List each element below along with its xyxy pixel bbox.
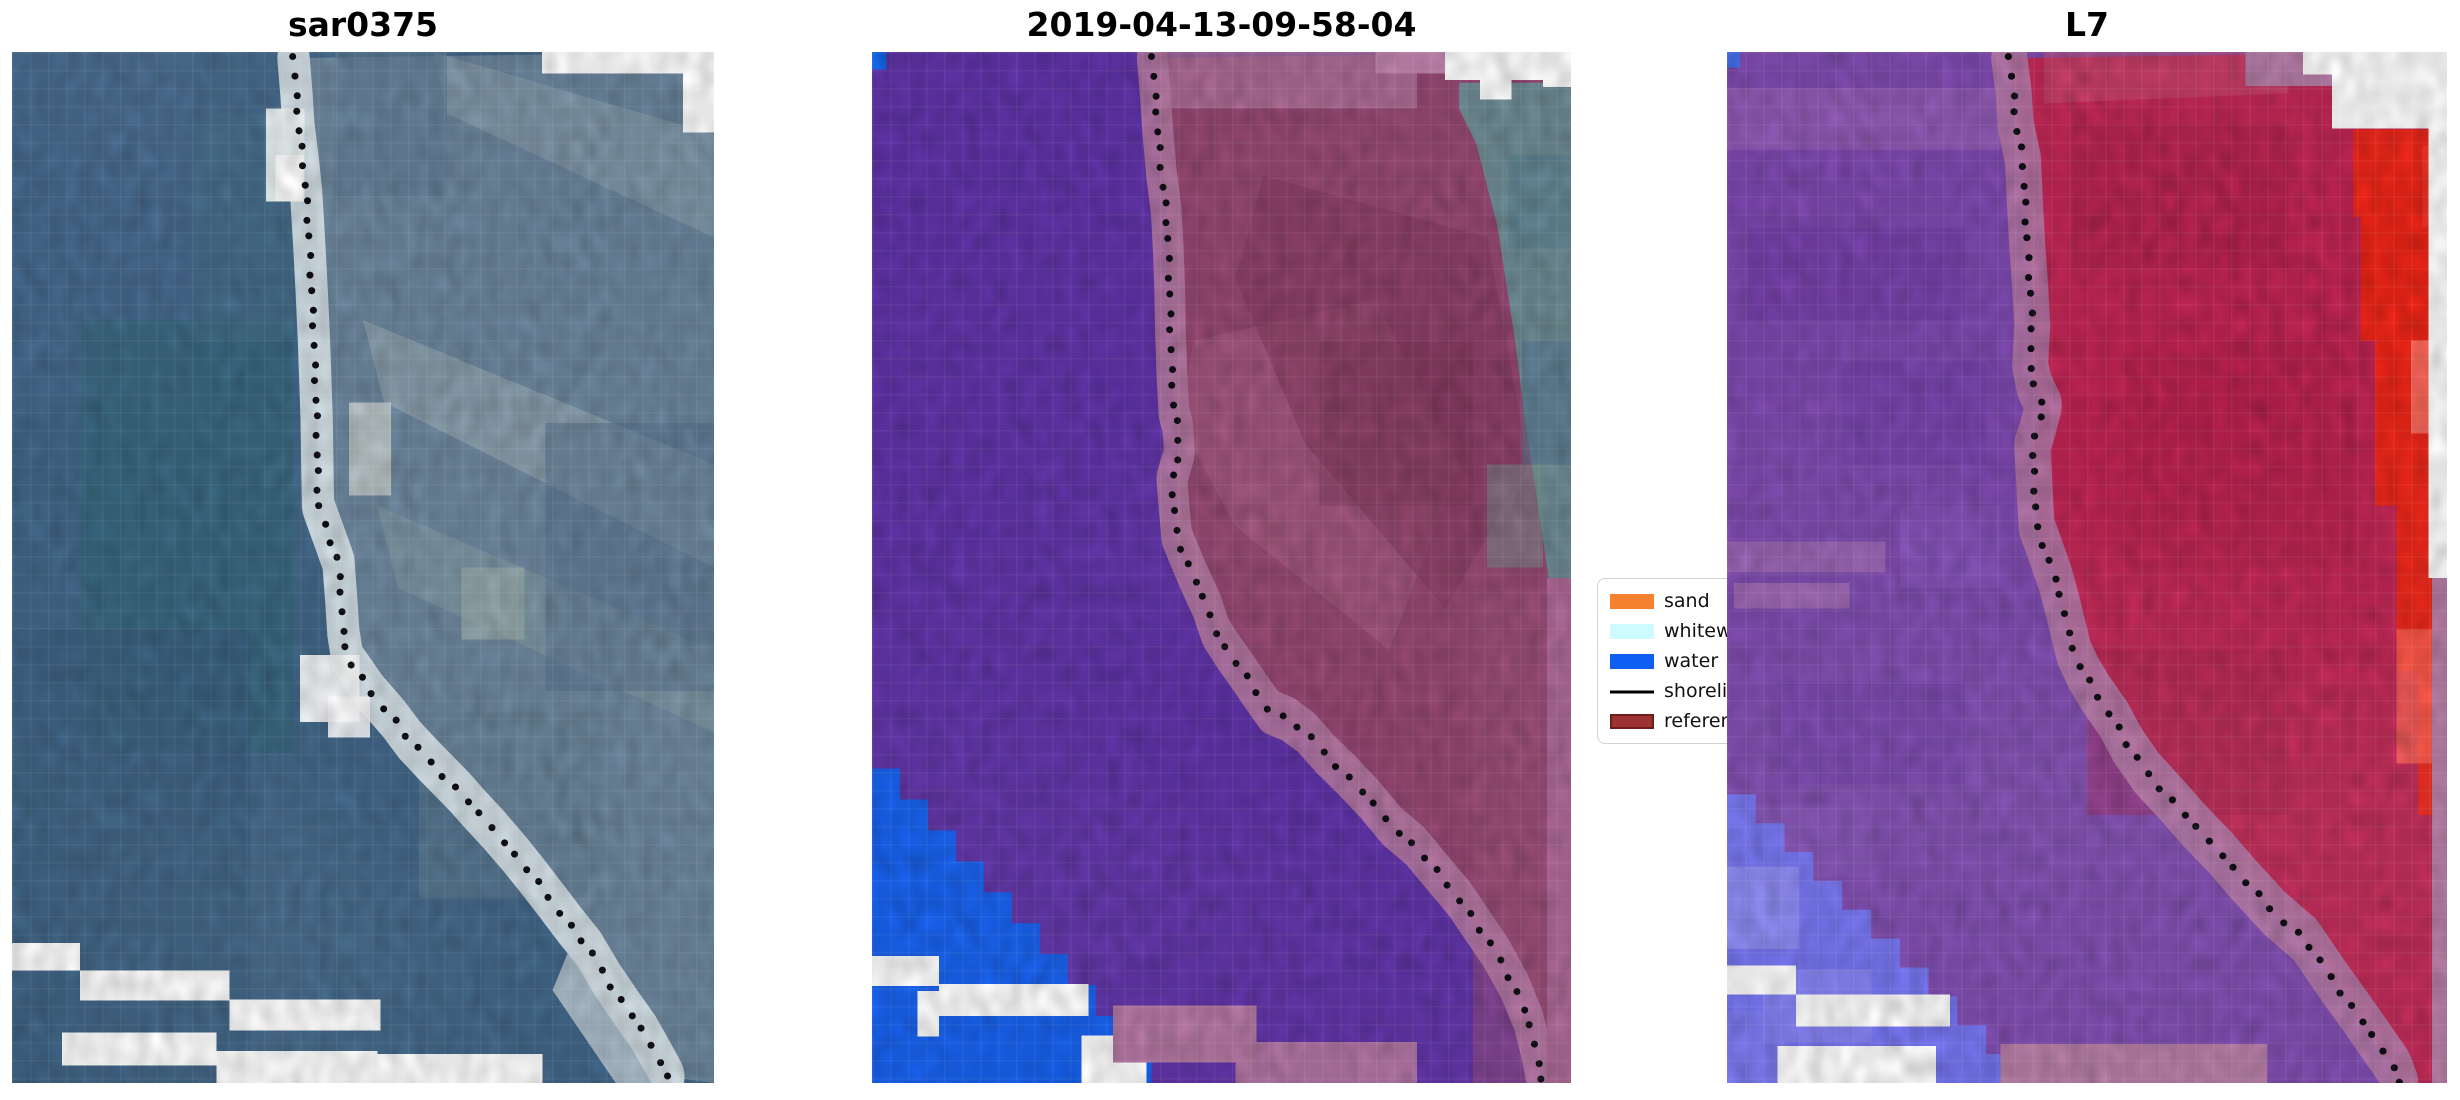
legend-item-sand: sand	[1610, 588, 1860, 614]
panel-title-l7: L7	[2065, 5, 2109, 44]
reference-shoreline-swatch-icon	[1610, 713, 1654, 729]
shoreline-dots	[289, 53, 672, 1080]
water-swatch-icon	[1610, 653, 1654, 669]
whitewater-swatch-icon	[1610, 623, 1654, 639]
sar0375-satellite-image	[12, 52, 714, 1083]
shoreline-dots	[1147, 53, 1545, 1083]
classified-satellite-image	[872, 52, 1571, 1083]
sand-swatch-icon	[1610, 593, 1654, 609]
legend-label: sand	[1664, 590, 1710, 612]
panel-title-sar0375: sar0375	[287, 5, 439, 44]
legend-item-water: water	[1610, 648, 1860, 674]
panel-classified-image	[872, 52, 1571, 1083]
l7-falsecolor-image	[1727, 52, 2447, 1083]
legend-label: water	[1664, 650, 1719, 672]
panel-sar0375-image	[12, 52, 714, 1083]
shoreline-dots	[2004, 53, 2403, 1083]
shoreline-line-icon	[1610, 683, 1654, 699]
panel-title-date: 2019-04-13-09-58-04	[1026, 5, 1417, 44]
panel-l7-image	[1727, 52, 2447, 1083]
